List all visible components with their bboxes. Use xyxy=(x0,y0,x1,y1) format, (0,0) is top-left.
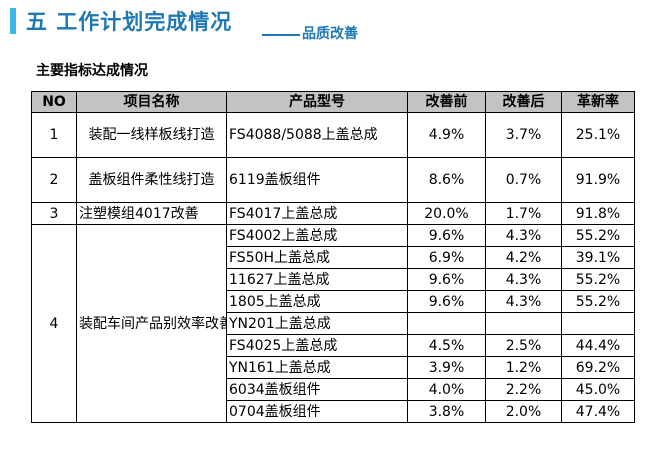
value-before: 4.5% xyxy=(407,334,486,357)
row-number: 2 xyxy=(31,157,77,203)
row-number: 3 xyxy=(31,202,77,225)
section-heading: 主要指标达成情况 xyxy=(36,63,148,79)
table-row: 0704盖板组件 3.8% 2.0% 47.4% xyxy=(32,400,635,423)
product-model: 1805上盖总成 xyxy=(226,290,408,313)
column-header-after: 改善后 xyxy=(485,91,562,113)
improvement-rate: 91.8% xyxy=(561,202,635,225)
table-row: 3 注塑模组4017改善 FS4017上盖总成 20.0% 1.7% 91.8% xyxy=(31,202,635,225)
product-model: 0704盖板组件 xyxy=(226,400,408,423)
table-row: 11627上盖总成 9.6% 4.3% 55.2% xyxy=(32,268,635,291)
product-model: FS50H上盖总成 xyxy=(226,246,408,269)
product-model: 11627上盖总成 xyxy=(226,268,408,291)
value-before: 9.6% xyxy=(407,290,486,313)
improvement-rate: 55.2% xyxy=(561,290,635,313)
product-model: FS4025上盖总成 xyxy=(226,334,408,357)
value-after xyxy=(485,312,562,335)
improvement-rate: 69.2% xyxy=(561,356,635,379)
project-name: 装配车间产品别效率改善 xyxy=(76,224,227,423)
value-after: 4.3% xyxy=(485,268,562,291)
product-model: FS4017上盖总成 xyxy=(226,202,408,225)
table-row: 1 装配一线样板线打造 FS4088/5088上盖总成 4.9% 3.7% 25… xyxy=(31,112,635,158)
table-row: 4 装配车间产品别效率改善 FS4002上盖总成 9.6% 4.3% 55.2% xyxy=(31,224,635,423)
value-before: 6.9% xyxy=(407,246,486,269)
value-after: 1.2% xyxy=(485,356,562,379)
table-row: 1805上盖总成 9.6% 4.3% 55.2% xyxy=(32,290,635,313)
page-subtitle: 品质改善 xyxy=(302,26,358,42)
project-name: 装配一线样板线打造 xyxy=(76,112,227,158)
value-after: 2.0% xyxy=(485,400,562,423)
row-number: 4 xyxy=(31,224,77,423)
value-after: 2.2% xyxy=(485,378,562,401)
value-after: 1.7% xyxy=(485,202,562,225)
value-before: 4.9% xyxy=(407,112,486,158)
value-before: 4.0% xyxy=(407,378,486,401)
product-model: 6034盖板组件 xyxy=(226,378,408,401)
improvement-rate: 91.9% xyxy=(561,157,635,203)
page-title: 五 工作计划完成情况 xyxy=(26,10,233,34)
product-model: FS4002上盖总成 xyxy=(226,224,408,247)
value-before: 9.6% xyxy=(407,224,486,247)
table-row: YN201上盖总成 xyxy=(32,312,635,335)
column-header-model: 产品型号 xyxy=(226,91,408,113)
improvement-rate: 25.1% xyxy=(561,112,635,158)
value-after: 3.7% xyxy=(485,112,562,158)
metrics-table: NO 项目名称 产品型号 改善前 改善后 革新率 1 装配一线样板线打造 FS4… xyxy=(31,91,635,423)
column-header-rate: 革新率 xyxy=(561,91,635,113)
value-before: 3.9% xyxy=(407,356,486,379)
project-name: 盖板组件柔性线打造 xyxy=(76,157,227,203)
value-before: 20.0% xyxy=(407,202,486,225)
improvement-rate: 47.4% xyxy=(561,400,635,423)
value-before xyxy=(407,312,486,335)
table-row: 2 盖板组件柔性线打造 6119盖板组件 8.6% 0.7% 91.9% xyxy=(31,157,635,203)
value-after: 4.3% xyxy=(485,224,562,247)
title-accent-bar xyxy=(10,8,16,34)
improvement-rate: 55.2% xyxy=(561,224,635,247)
product-model: 6119盖板组件 xyxy=(226,157,408,203)
improvement-rate: 45.0% xyxy=(561,378,635,401)
table-header-row: NO 项目名称 产品型号 改善前 改善后 革新率 xyxy=(31,91,635,113)
table-row: FS4025上盖总成 4.5% 2.5% 44.4% xyxy=(32,334,635,357)
row-number: 1 xyxy=(31,112,77,158)
value-after: 0.7% xyxy=(485,157,562,203)
improvement-rate xyxy=(561,312,635,335)
column-header-project: 项目名称 xyxy=(76,91,227,113)
table-row: 6034盖板组件 4.0% 2.2% 45.0% xyxy=(32,378,635,401)
subtitle-underline xyxy=(262,34,300,36)
product-model: FS4088/5088上盖总成 xyxy=(226,112,408,158)
value-before: 3.8% xyxy=(407,400,486,423)
value-after: 4.2% xyxy=(485,246,562,269)
column-header-no: NO xyxy=(31,91,77,113)
table-row: FS50H上盖总成 6.9% 4.2% 39.1% xyxy=(32,246,635,269)
value-before: 9.6% xyxy=(407,268,486,291)
improvement-rate: 39.1% xyxy=(561,246,635,269)
project-name: 注塑模组4017改善 xyxy=(76,202,227,225)
value-before: 8.6% xyxy=(407,157,486,203)
improvement-rate: 55.2% xyxy=(561,268,635,291)
value-after: 4.3% xyxy=(485,290,562,313)
value-after: 2.5% xyxy=(485,334,562,357)
column-header-before: 改善前 xyxy=(407,91,486,113)
improvement-rate: 44.4% xyxy=(561,334,635,357)
product-model: YN201上盖总成 xyxy=(226,312,408,335)
product-model: YN161上盖总成 xyxy=(226,356,408,379)
